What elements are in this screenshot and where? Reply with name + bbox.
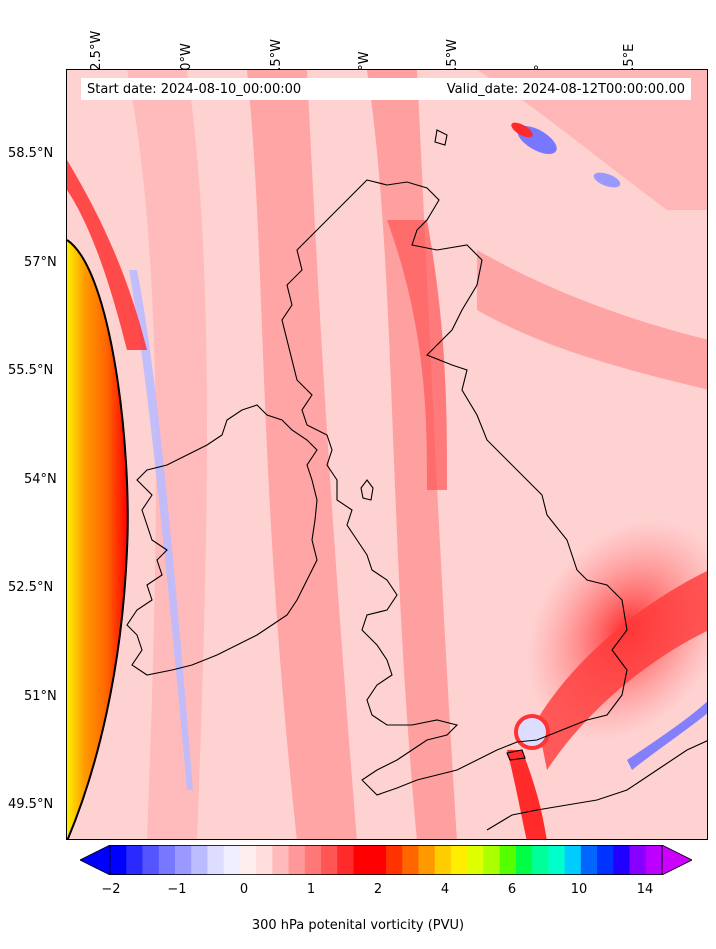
cb-tick-neg1: −1 (167, 882, 187, 897)
pv-streak-scotland (387, 220, 447, 490)
colorbar-graphic (79, 844, 693, 876)
colorbar-swatch (223, 845, 241, 875)
lat-label-52-5n: 52.5°N (8, 580, 54, 595)
colorbar-swatch (353, 845, 371, 875)
colorbar-swatch (191, 845, 208, 875)
colorbar-swatch (515, 845, 533, 875)
cb-tick-14: 14 (636, 882, 654, 897)
pv-streak-west (247, 70, 357, 839)
colorbar-extend-min (79, 844, 111, 876)
colorbar-frame (109, 845, 663, 876)
pv-blue-streak-se (627, 701, 707, 770)
lat-label-49-5n: 49.5°N (8, 797, 54, 812)
colorbar-swatch (564, 845, 582, 875)
valid-date-label: Valid_date: 2024-08-12T00:00:00.00 (446, 81, 685, 97)
lat-label-51n: 51°N (24, 689, 57, 704)
colorbar-swatch (256, 845, 273, 875)
cb-tick-0: 0 (239, 882, 249, 897)
colorbar-extend-max (661, 844, 693, 876)
coastlines (126, 129, 707, 831)
pv-east-band (477, 250, 707, 390)
map-panel: Start date: 2024-08-10_00:00:00 Valid_da… (66, 69, 708, 840)
colorbar-swatch (239, 845, 257, 875)
colorbar-swatch (369, 845, 387, 875)
colorbar-swatch (597, 845, 614, 875)
colorbar-swatch (207, 845, 225, 875)
pv-blue-blob-ne2 (593, 172, 621, 188)
lat-label-58-5n: 58.5°N (8, 146, 54, 161)
colorbar-swatch (467, 845, 484, 875)
colorbar-swatch (532, 845, 549, 875)
coast-isle-of-man (360, 479, 374, 501)
pv-channel-max (507, 750, 547, 839)
map-header: Start date: 2024-08-10_00:00:00 Valid_da… (81, 78, 691, 100)
lat-label-54n: 54°N (24, 472, 57, 487)
cb-tick-2: 2 (373, 882, 383, 897)
colorbar-swatch (613, 845, 631, 875)
colorbar-swatch (645, 845, 663, 875)
colorbar-swatch (386, 845, 403, 875)
cb-tick-10: 10 (570, 882, 588, 897)
pv-negative-streak (129, 270, 193, 790)
coast-great-britain (281, 179, 628, 796)
colorbar-swatch (450, 845, 468, 875)
pv-southeast-band (537, 571, 707, 770)
coast-france (486, 740, 707, 831)
coast-ireland (126, 404, 318, 676)
coast-orkney (434, 129, 448, 146)
pv-northeast (477, 70, 707, 210)
cb-tick-6: 6 (507, 882, 517, 897)
pv-west-north (67, 160, 147, 350)
pv-streak-atlantic (127, 70, 207, 839)
colorbar-swatch (499, 845, 517, 875)
colorbar-swatch (321, 845, 338, 875)
start-date-label: Start date: 2024-08-10_00:00:00 (87, 81, 302, 97)
pv-channel-vortex (514, 714, 550, 750)
colorbar-swatch (580, 845, 598, 875)
colorbar-label: 300 hPa potenital vorticity (PVU) (251, 918, 465, 933)
colorbar-swatch (158, 845, 176, 875)
colorbar-swatch (288, 845, 306, 875)
pv-2-contour (67, 239, 129, 839)
pv-field (67, 70, 707, 839)
colorbar-swatch (548, 845, 566, 875)
pv-streak-central (367, 70, 457, 839)
lat-label-57n: 57°N (24, 255, 57, 270)
lat-label-55-5n: 55.5°N (8, 363, 54, 378)
colorbar-swatch (629, 845, 647, 875)
colorbar-swatch (272, 845, 290, 875)
colorbar-swatch (402, 845, 419, 875)
cb-tick-neg2: −2 (101, 882, 121, 897)
colorbar-swatch (174, 845, 192, 875)
colorbar-swatch (126, 845, 143, 875)
pv-red-blob-ne (511, 122, 533, 138)
cb-tick-4: 4 (440, 882, 450, 897)
colorbar-swatch (337, 845, 355, 875)
colorbar-swatch (418, 845, 436, 875)
coast-isle-of-wight (506, 749, 526, 761)
colorbar (79, 844, 693, 876)
cb-tick-1: 1 (306, 882, 316, 897)
colorbar-swatch (142, 845, 160, 875)
colorbar-swatch (110, 845, 127, 875)
colorbar-swatch (304, 845, 322, 875)
pv-west-max (67, 240, 128, 839)
colorbar-swatch (434, 845, 452, 875)
colorbar-swatch (483, 845, 501, 875)
